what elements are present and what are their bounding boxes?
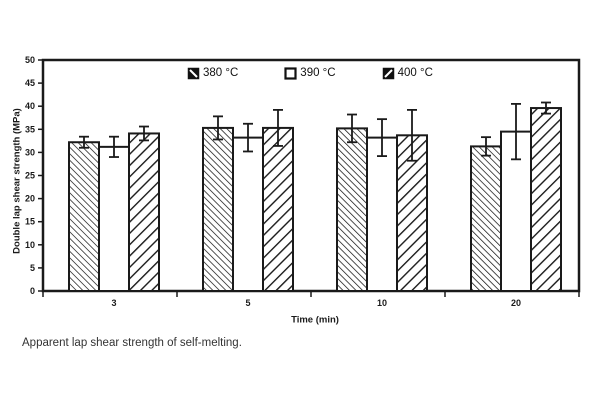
x-axis-title: Time (min): [291, 314, 339, 326]
y-tick-label: 35: [25, 124, 35, 134]
bar-s0-c0: [68, 141, 100, 292]
y-tick-label: 50: [25, 55, 35, 65]
x-tick-label: 5: [245, 298, 250, 308]
x-tick-label: 10: [377, 298, 387, 308]
bar-s2-c3: [530, 107, 562, 292]
bar-s1-c2: [366, 136, 398, 292]
hatch-swatch-400c-icon: [382, 67, 394, 80]
bar-s0-c2: [336, 127, 368, 292]
y-tick-label: 25: [25, 171, 35, 181]
bar-s1-c0: [98, 145, 130, 292]
hatch-swatch-390c-icon: [284, 67, 297, 80]
y-tick-label: 10: [25, 240, 35, 250]
bar-s0-c1: [202, 126, 234, 292]
y-tick-label: 45: [25, 78, 35, 88]
bar-s2-c0: [128, 132, 160, 292]
y-tick-label: 30: [25, 147, 35, 157]
y-axis-title: Double lap shear strength (MPa): [11, 108, 23, 254]
y-tick-label: 15: [25, 217, 35, 227]
y-tick-label: 40: [25, 101, 35, 111]
legend-label-380c: 380 °C: [203, 67, 239, 79]
y-tick-label: 20: [25, 194, 35, 204]
legend-item-380c: 380 °C: [187, 67, 238, 80]
legend-label-390c: 390 °C: [300, 67, 336, 79]
legend: 380 °C 390 °C 400 °C: [187, 67, 433, 80]
bar-s2-c1: [262, 126, 294, 292]
x-tick-label: 20: [511, 298, 521, 308]
figure-caption: Apparent lap shear strength of self-melt…: [22, 337, 242, 349]
legend-label-400c: 400 °C: [397, 67, 433, 79]
legend-item-390c: 390 °C: [284, 67, 336, 80]
y-tick-label: 5: [30, 263, 35, 273]
bar-s0-c3: [470, 145, 502, 292]
hatch-swatch-380c-icon: [187, 67, 200, 80]
legend-item-400c: 400 °C: [382, 67, 433, 80]
x-tick-label: 3: [111, 298, 116, 308]
bar-s1-c1: [232, 136, 264, 292]
y-tick-label: 0: [30, 286, 35, 296]
